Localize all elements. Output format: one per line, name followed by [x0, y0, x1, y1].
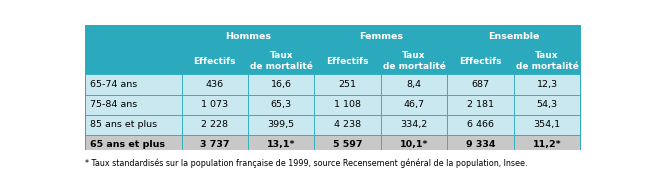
Bar [514, 135, 580, 155]
Bar [381, 94, 447, 115]
Text: 2 181: 2 181 [467, 100, 494, 109]
Bar [381, 74, 447, 94]
Text: Femmes: Femmes [359, 32, 403, 41]
Bar [182, 115, 248, 135]
Bar [85, 94, 182, 115]
Text: 4 238: 4 238 [334, 120, 361, 129]
Text: 9 334: 9 334 [466, 140, 495, 149]
Text: Effectifs: Effectifs [193, 56, 236, 66]
Bar [315, 94, 381, 115]
Text: 46,7: 46,7 [404, 100, 424, 109]
Bar [315, 48, 381, 74]
Bar [85, 115, 182, 135]
Bar [315, 74, 381, 94]
Text: Taux
de mortalité: Taux de mortalité [383, 51, 446, 71]
Bar [248, 48, 315, 74]
Text: Taux
de mortalité: Taux de mortalité [250, 51, 313, 71]
Text: 436: 436 [206, 80, 224, 89]
Bar [514, 74, 580, 94]
Text: * Taux standardisés sur la population française de 1999, source Recensement géné: * Taux standardisés sur la population fr… [85, 158, 528, 168]
Bar [447, 48, 514, 74]
Bar [447, 25, 580, 48]
Bar [85, 135, 182, 155]
Bar [85, 74, 182, 94]
Bar [182, 48, 248, 74]
Text: 1 073: 1 073 [201, 100, 228, 109]
Bar [315, 25, 447, 48]
Bar [182, 25, 315, 48]
Bar [447, 74, 514, 94]
Text: 11,2*: 11,2* [533, 140, 561, 149]
Bar [85, 25, 182, 48]
Bar [381, 135, 447, 155]
Text: 10,1*: 10,1* [400, 140, 428, 149]
Bar [447, 115, 514, 135]
Text: 6 466: 6 466 [467, 120, 494, 129]
Bar [182, 135, 248, 155]
Text: 65,3: 65,3 [271, 100, 292, 109]
Text: 3 737: 3 737 [200, 140, 230, 149]
Bar [182, 74, 248, 94]
Text: 85 ans et plus: 85 ans et plus [90, 120, 157, 129]
Text: 54,3: 54,3 [537, 100, 557, 109]
Bar [514, 94, 580, 115]
Text: 8,4: 8,4 [407, 80, 422, 89]
Text: 1 108: 1 108 [334, 100, 361, 109]
Bar [248, 115, 315, 135]
Bar [85, 48, 182, 74]
Text: 65 ans et plus: 65 ans et plus [90, 140, 165, 149]
Bar [248, 94, 315, 115]
Bar [248, 74, 315, 94]
Bar [447, 94, 514, 115]
Text: 13,1*: 13,1* [267, 140, 295, 149]
Bar [182, 94, 248, 115]
Text: Ensemble: Ensemble [488, 32, 539, 41]
Text: 75-84 ans: 75-84 ans [90, 100, 137, 109]
Bar [248, 135, 315, 155]
Bar [381, 115, 447, 135]
Bar [447, 135, 514, 155]
Text: 16,6: 16,6 [271, 80, 292, 89]
Text: Hommes: Hommes [225, 32, 271, 41]
Text: 5 597: 5 597 [333, 140, 362, 149]
Bar [381, 48, 447, 74]
Text: 354,1: 354,1 [533, 120, 561, 129]
Text: Taux
de mortalité: Taux de mortalité [515, 51, 578, 71]
Bar [315, 115, 381, 135]
Bar [315, 135, 381, 155]
Text: 334,2: 334,2 [400, 120, 428, 129]
Text: 12,3: 12,3 [537, 80, 557, 89]
Text: 65-74 ans: 65-74 ans [90, 80, 137, 89]
Text: 2 228: 2 228 [201, 120, 228, 129]
Text: 399,5: 399,5 [267, 120, 295, 129]
Text: Effectifs: Effectifs [326, 56, 369, 66]
Bar [514, 115, 580, 135]
Bar [514, 48, 580, 74]
Text: Effectifs: Effectifs [459, 56, 502, 66]
Text: 251: 251 [339, 80, 357, 89]
Text: 687: 687 [472, 80, 489, 89]
